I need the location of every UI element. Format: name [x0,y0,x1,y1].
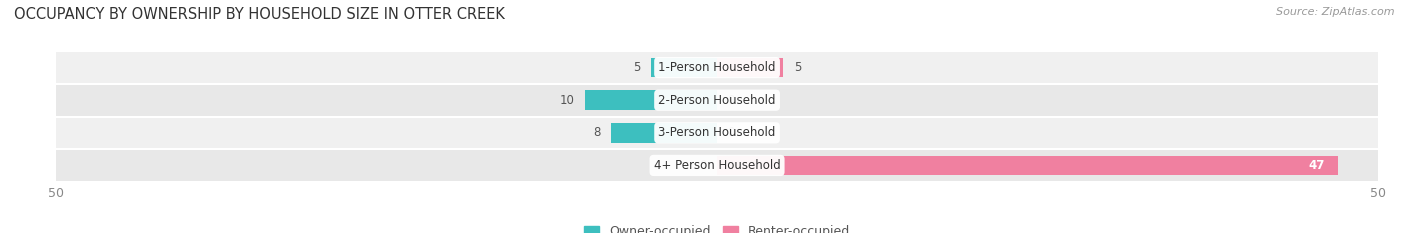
Bar [717,58,783,77]
Text: 0: 0 [699,159,706,172]
Text: 4+ Person Household: 4+ Person Household [654,159,780,172]
Text: 1-Person Household: 1-Person Household [658,61,776,74]
Bar [651,58,717,77]
Text: 10: 10 [560,94,574,107]
Bar [612,123,717,143]
Text: 3-Person Household: 3-Person Household [658,126,776,139]
Text: 5: 5 [794,61,801,74]
Legend: Owner-occupied, Renter-occupied: Owner-occupied, Renter-occupied [579,220,855,233]
Text: Source: ZipAtlas.com: Source: ZipAtlas.com [1277,7,1395,17]
Bar [56,84,1378,116]
Text: OCCUPANCY BY OWNERSHIP BY HOUSEHOLD SIZE IN OTTER CREEK: OCCUPANCY BY OWNERSHIP BY HOUSEHOLD SIZE… [14,7,505,22]
Text: 8: 8 [593,126,600,139]
Text: 2-Person Household: 2-Person Household [658,94,776,107]
Text: 0: 0 [728,126,735,139]
Bar [56,51,1378,84]
Text: 47: 47 [1309,159,1324,172]
Bar [56,149,1378,182]
Bar [585,90,717,110]
Text: 5: 5 [633,61,640,74]
Bar [717,156,1339,175]
Text: 0: 0 [728,94,735,107]
Bar [56,116,1378,149]
